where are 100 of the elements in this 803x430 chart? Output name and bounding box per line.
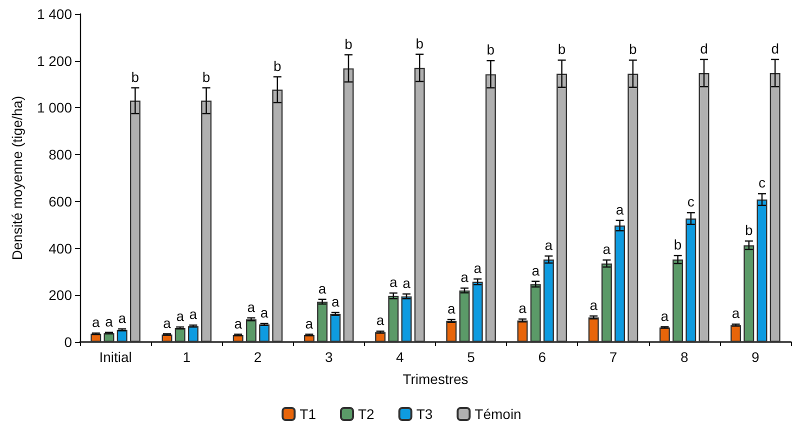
bar — [756, 200, 768, 342]
annotation: c — [687, 194, 694, 210]
bar — [588, 317, 599, 342]
annotation: b — [416, 35, 424, 52]
bar — [388, 296, 399, 342]
annotation: a — [176, 308, 184, 324]
bar — [601, 264, 612, 342]
legend-label: T2 — [358, 406, 375, 422]
annotation: a — [234, 315, 242, 332]
y-tick-label: 1 400 — [36, 6, 72, 22]
bar — [730, 325, 742, 342]
x-tick-label: 5 — [467, 349, 476, 365]
annotation: b — [202, 68, 210, 85]
annotation: a — [660, 308, 669, 324]
x-tick-label: 1 — [182, 349, 191, 365]
bar — [401, 296, 412, 342]
annotation: a — [532, 262, 540, 278]
bar — [556, 74, 568, 342]
annotation: a — [189, 306, 198, 322]
y-tick-label: 1 000 — [36, 100, 72, 116]
annotation: a — [602, 241, 611, 257]
bar — [770, 73, 780, 342]
annotation: a — [163, 314, 172, 331]
legend-label: T3 — [416, 406, 433, 422]
bar — [174, 328, 186, 342]
bar — [188, 326, 198, 342]
annotation: a — [518, 300, 527, 316]
bar — [659, 327, 670, 342]
annotation: a — [390, 274, 398, 290]
y-tick-label: 0 — [64, 334, 72, 350]
annotation: a — [118, 310, 126, 326]
x-tick-label: 2 — [254, 349, 262, 365]
annotation: a — [318, 280, 326, 296]
bar — [472, 282, 483, 342]
x-tick-label: 8 — [680, 349, 688, 365]
bar — [446, 320, 457, 342]
bar — [459, 290, 470, 342]
annotation: a — [260, 304, 268, 320]
annotation: a — [247, 298, 256, 315]
bar — [686, 218, 696, 342]
bar — [330, 314, 341, 342]
annotation: b — [558, 41, 566, 58]
bar — [614, 226, 626, 342]
annotation: c — [758, 174, 766, 191]
y-tick-label: 200 — [48, 287, 72, 304]
legend-label: T1 — [300, 406, 316, 422]
annotation: a — [460, 269, 469, 286]
y-tick-label: 400 — [48, 240, 72, 256]
y-tick-label: 600 — [48, 193, 72, 210]
annotation: a — [544, 237, 553, 254]
annotation: a — [332, 293, 340, 310]
bar — [116, 330, 128, 342]
x-tick-label: 4 — [396, 349, 404, 365]
bar — [414, 68, 425, 342]
y-tick-label: 800 — [48, 146, 72, 163]
annotation: b — [745, 222, 754, 238]
annotation: a — [305, 315, 314, 332]
annotation: a — [732, 305, 740, 322]
bar — [672, 260, 684, 342]
x-axis-title: Trimestres — [402, 371, 468, 387]
y-tick-label: 1 200 — [36, 52, 72, 69]
bar — [272, 90, 283, 342]
x-tick-label: 7 — [609, 349, 618, 365]
annotation: a — [376, 312, 384, 328]
annotation: a — [590, 296, 598, 313]
bar — [343, 68, 354, 342]
annotation: a — [474, 260, 482, 276]
bar — [744, 245, 754, 342]
bar — [246, 319, 256, 342]
annotation: d — [771, 40, 779, 56]
annotation: b — [131, 68, 140, 85]
annotation: a — [448, 300, 456, 317]
bar — [628, 74, 638, 342]
bar — [485, 74, 496, 342]
bar — [517, 320, 528, 342]
bar — [201, 100, 212, 342]
annotation: a — [92, 314, 100, 330]
legend-label: Témoin — [474, 406, 522, 422]
y-axis-title: Densité moyenne (tige/ha) — [9, 96, 25, 260]
bar — [90, 334, 102, 342]
annotation: a — [105, 313, 114, 330]
annotation: a — [402, 274, 411, 291]
bar — [530, 284, 541, 342]
bar — [698, 73, 710, 342]
bar — [259, 324, 270, 342]
bar — [130, 100, 140, 342]
x-tick-label: Initial — [99, 349, 132, 365]
annotation: a — [616, 201, 624, 218]
bar — [375, 332, 386, 342]
x-tick-label: 3 — [324, 349, 333, 365]
x-tick-label: 6 — [538, 349, 546, 365]
annotation: b — [629, 41, 637, 58]
annotation: b — [486, 42, 495, 58]
annotation: b — [674, 236, 682, 253]
bar — [543, 260, 554, 342]
annotation: d — [700, 40, 708, 56]
annotation: b — [274, 58, 282, 74]
bar — [317, 302, 328, 342]
x-tick-label: 9 — [752, 349, 760, 365]
annotation: b — [344, 36, 353, 52]
